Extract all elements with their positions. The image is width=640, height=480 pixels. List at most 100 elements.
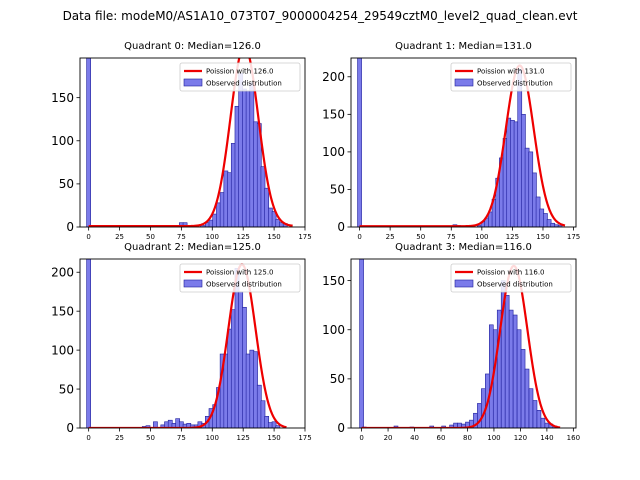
y-tick-label: 100 [322, 323, 345, 337]
y-tick-label: 200 [51, 265, 74, 279]
y-tick-label: 150 [322, 274, 345, 288]
figure-suptitle: Data file: modeM0/AS1A10_073T07_90000042… [63, 9, 578, 23]
x-tick-label: 0 [359, 434, 363, 442]
x-tick-label: 150 [267, 434, 280, 442]
x-tick-label: 160 [567, 434, 580, 442]
x-tick-label: 75 [447, 233, 456, 241]
chart-panel-0: Quadrant 0: Median=126.0 0 25 50 75 100 125 150… [51, 41, 312, 241]
x-tick-label: 20 [384, 434, 393, 442]
histogram-bar [544, 422, 550, 428]
x-tick-label: 80 [463, 434, 472, 442]
histogram-bar [524, 368, 530, 428]
x-tick-label: 150 [267, 233, 280, 241]
x-tick-label: 25 [115, 434, 124, 442]
y-tick-label: 0 [66, 220, 74, 234]
legend-curve-label: Poission with 131.0 [477, 68, 545, 76]
x-tick-label: 140 [540, 434, 553, 442]
x-tick-label: 25 [115, 233, 124, 241]
legend-curve-label: Poission with 116.0 [477, 269, 545, 277]
histogram-bar [528, 388, 534, 428]
histogram-bar [540, 417, 546, 428]
x-tick-label: 50 [416, 233, 425, 241]
histogram-bar [86, 58, 91, 227]
legend-bars-label: Observed distribution [477, 80, 553, 88]
histogram-bar [504, 295, 510, 428]
legend: Poission with 126.0 Observed distribution [179, 62, 301, 92]
x-tick-label: 0 [86, 434, 90, 442]
y-tick-label: 100 [51, 343, 74, 357]
histogram-bar [557, 225, 563, 227]
histogram-bar [532, 400, 538, 428]
legend-frame [450, 62, 572, 92]
y-tick-label: 200 [322, 70, 345, 84]
axes-frame [350, 57, 577, 228]
x-tick-label: 100 [475, 233, 488, 241]
histogram-bar [357, 58, 362, 227]
chart-title: Quadrant 1: Median=131.0 [395, 41, 532, 52]
axes-frame [79, 57, 306, 228]
y-tick-label: 0 [66, 421, 74, 435]
axes-frame [350, 258, 577, 429]
y-tick-label: 100 [322, 145, 345, 159]
legend: Poission with 131.0 Observed distribution [450, 62, 572, 92]
histogram-bar [516, 329, 522, 428]
y-tick-label: 100 [51, 134, 74, 148]
x-tick-label: 60 [437, 434, 446, 442]
x-tick-label: 175 [298, 434, 311, 442]
histogram-bar [492, 329, 498, 428]
legend-frame [179, 263, 301, 293]
legend-bars-label: Observed distribution [477, 281, 553, 289]
y-tick-label: 50 [59, 177, 74, 191]
x-tick-label: 175 [567, 233, 580, 241]
x-tick-label: 150 [536, 233, 549, 241]
x-tick-label: 50 [146, 233, 155, 241]
histogram-bar [275, 425, 281, 428]
chart-title: Quadrant 0: Median=126.0 [124, 41, 261, 52]
x-tick-label: 75 [177, 434, 186, 442]
x-tick-label: 125 [506, 233, 519, 241]
x-tick-label: 100 [206, 434, 219, 442]
histogram-bar [520, 349, 526, 428]
chart-title: Quadrant 3: Median=116.0 [395, 242, 532, 253]
x-tick-label: 125 [236, 233, 249, 241]
y-tick-label: 50 [330, 372, 345, 386]
legend-bars-swatch [454, 279, 474, 288]
histogram-bar [508, 309, 514, 428]
histogram-bar [536, 410, 542, 428]
axes-frame [79, 258, 306, 429]
legend-bars-label: Observed distribution [206, 80, 282, 88]
legend: Poission with 116.0 Observed distribution [450, 263, 572, 293]
histogram-bars [359, 259, 558, 428]
x-tick-label: 75 [177, 233, 186, 241]
legend-bars-swatch [183, 279, 203, 288]
x-tick-label: 100 [206, 233, 219, 241]
histogram-bar [145, 425, 151, 428]
legend-frame [179, 62, 301, 92]
legend-bars-swatch [183, 78, 203, 87]
x-tick-label: 120 [514, 434, 527, 442]
histogram-bar [264, 416, 270, 428]
y-tick-label: 50 [330, 183, 345, 197]
legend-bars-swatch [454, 78, 474, 87]
chart-title: Quadrant 2: Median=125.0 [124, 242, 261, 253]
x-tick-label: 125 [236, 434, 249, 442]
histogram-bar [359, 259, 364, 428]
y-tick-label: 50 [59, 382, 74, 396]
x-tick-label: 175 [298, 233, 311, 241]
legend-curve-label: Poission with 126.0 [206, 68, 274, 76]
x-tick-label: 25 [386, 233, 395, 241]
legend-frame [450, 263, 572, 293]
poisson-curve [88, 58, 293, 227]
chart-panel-3: Quadrant 3: Median=116.0 0 20 40 60 80 100 120 1… [322, 242, 580, 442]
histogram-bars [86, 259, 281, 428]
y-tick-label: 150 [322, 108, 345, 122]
histogram-bar [86, 259, 91, 428]
x-tick-label: 0 [86, 233, 90, 241]
x-tick-label: 50 [146, 434, 155, 442]
y-tick-label: 150 [51, 304, 74, 318]
x-tick-label: 0 [357, 233, 361, 241]
histogram-bars [357, 58, 563, 227]
y-tick-label: 0 [337, 421, 345, 435]
poisson-curve [359, 64, 566, 227]
legend-bars-label: Observed distribution [206, 281, 282, 289]
